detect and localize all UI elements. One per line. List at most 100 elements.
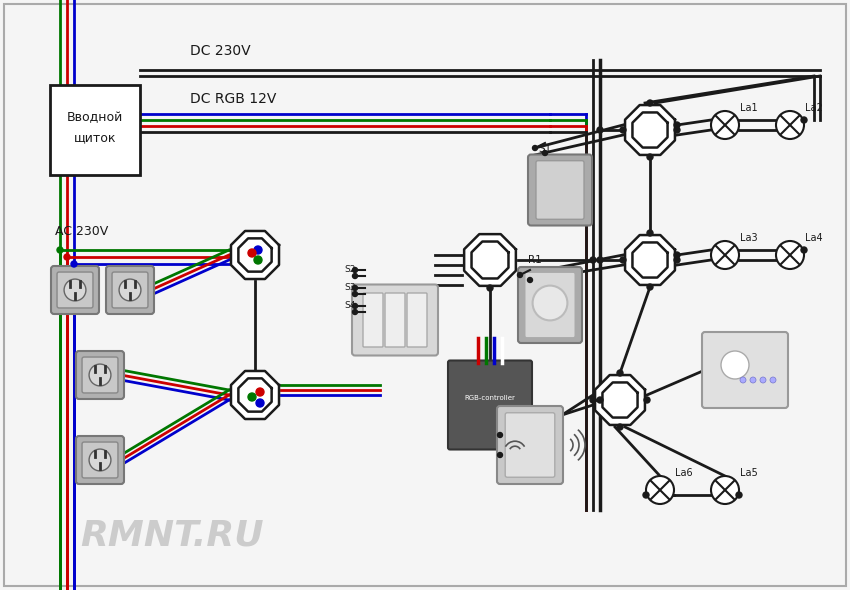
FancyBboxPatch shape xyxy=(82,357,118,393)
FancyBboxPatch shape xyxy=(505,413,555,477)
Circle shape xyxy=(256,399,264,407)
Circle shape xyxy=(248,249,256,257)
Circle shape xyxy=(256,388,264,396)
FancyBboxPatch shape xyxy=(407,293,427,347)
Circle shape xyxy=(674,122,680,128)
Text: DC 230V: DC 230V xyxy=(190,44,251,58)
FancyBboxPatch shape xyxy=(352,284,438,356)
Circle shape xyxy=(353,291,358,297)
Circle shape xyxy=(497,432,502,438)
FancyBboxPatch shape xyxy=(50,85,140,175)
Text: DC RGB 12V: DC RGB 12V xyxy=(190,92,276,106)
Circle shape xyxy=(353,310,358,314)
Polygon shape xyxy=(231,231,279,279)
FancyBboxPatch shape xyxy=(106,266,154,314)
Text: S3: S3 xyxy=(344,283,355,292)
FancyBboxPatch shape xyxy=(702,332,788,408)
Circle shape xyxy=(770,377,776,383)
FancyBboxPatch shape xyxy=(112,272,148,308)
FancyBboxPatch shape xyxy=(51,266,99,314)
Polygon shape xyxy=(625,235,675,285)
FancyBboxPatch shape xyxy=(448,360,532,450)
FancyBboxPatch shape xyxy=(497,406,563,484)
Circle shape xyxy=(64,254,70,260)
FancyBboxPatch shape xyxy=(528,155,592,225)
Circle shape xyxy=(617,370,623,376)
Text: S1: S1 xyxy=(538,144,552,154)
Text: La3: La3 xyxy=(740,233,757,243)
FancyBboxPatch shape xyxy=(524,272,575,338)
FancyBboxPatch shape xyxy=(363,293,383,347)
Circle shape xyxy=(254,256,262,264)
Circle shape xyxy=(760,377,766,383)
Circle shape xyxy=(776,241,804,269)
Circle shape xyxy=(597,397,603,403)
Text: AC 230V: AC 230V xyxy=(55,225,108,238)
Circle shape xyxy=(711,476,739,504)
Circle shape xyxy=(801,117,807,123)
Text: Вводной: Вводной xyxy=(67,112,123,124)
Circle shape xyxy=(647,100,653,106)
Text: S2: S2 xyxy=(344,265,355,274)
FancyBboxPatch shape xyxy=(518,267,582,343)
Circle shape xyxy=(776,111,804,139)
Circle shape xyxy=(750,377,756,383)
Circle shape xyxy=(57,247,63,253)
FancyBboxPatch shape xyxy=(536,160,584,219)
Circle shape xyxy=(528,277,532,283)
Polygon shape xyxy=(231,371,279,419)
Circle shape xyxy=(711,111,739,139)
Text: S4: S4 xyxy=(344,301,355,310)
Circle shape xyxy=(647,284,653,290)
Text: La6: La6 xyxy=(675,468,693,478)
Circle shape xyxy=(353,274,358,278)
Circle shape xyxy=(597,127,603,133)
Text: RGB-controller: RGB-controller xyxy=(465,395,515,401)
Circle shape xyxy=(647,154,653,160)
Text: RMNT.RU: RMNT.RU xyxy=(80,518,264,552)
Circle shape xyxy=(620,127,626,133)
Text: La1: La1 xyxy=(740,103,757,113)
Text: La2: La2 xyxy=(805,103,823,113)
Circle shape xyxy=(644,397,650,403)
FancyBboxPatch shape xyxy=(57,272,93,308)
Circle shape xyxy=(353,303,358,309)
Polygon shape xyxy=(464,234,516,286)
FancyBboxPatch shape xyxy=(76,436,124,484)
Circle shape xyxy=(518,273,523,277)
Circle shape xyxy=(620,257,626,263)
Circle shape xyxy=(89,364,110,386)
Circle shape xyxy=(643,492,649,498)
Circle shape xyxy=(487,285,493,291)
Circle shape xyxy=(674,252,680,258)
Circle shape xyxy=(647,230,653,236)
Circle shape xyxy=(801,247,807,253)
Circle shape xyxy=(533,286,568,320)
Polygon shape xyxy=(625,105,675,155)
Circle shape xyxy=(711,241,739,269)
FancyBboxPatch shape xyxy=(82,442,118,478)
Circle shape xyxy=(721,351,749,379)
Circle shape xyxy=(89,449,110,471)
Circle shape xyxy=(617,424,623,430)
Circle shape xyxy=(590,397,596,403)
Circle shape xyxy=(646,476,674,504)
FancyBboxPatch shape xyxy=(76,351,124,399)
Text: R1: R1 xyxy=(528,255,541,265)
Circle shape xyxy=(353,267,358,273)
Circle shape xyxy=(248,393,256,401)
Circle shape xyxy=(71,261,77,267)
Circle shape xyxy=(497,453,502,457)
Circle shape xyxy=(542,150,547,156)
Circle shape xyxy=(590,257,596,263)
Text: La5: La5 xyxy=(740,468,757,478)
Circle shape xyxy=(736,492,742,498)
Circle shape xyxy=(740,377,746,383)
Circle shape xyxy=(119,279,141,301)
Circle shape xyxy=(254,246,262,254)
Circle shape xyxy=(597,257,603,263)
Polygon shape xyxy=(595,375,645,425)
Text: щиток: щиток xyxy=(74,132,116,145)
FancyBboxPatch shape xyxy=(385,293,405,347)
Circle shape xyxy=(64,279,86,301)
